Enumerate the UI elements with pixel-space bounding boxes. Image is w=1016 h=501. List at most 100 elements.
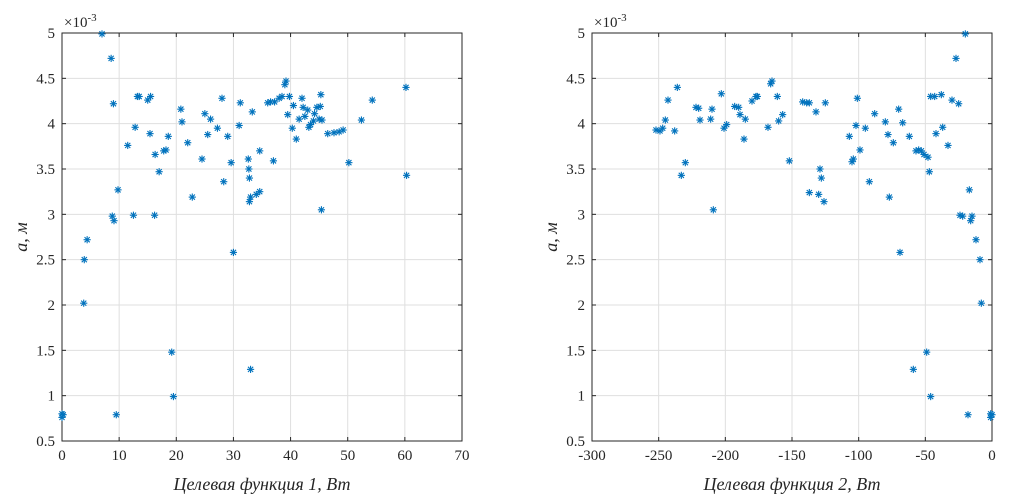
y-tick-label: 0.5 [36,434,55,450]
data-point [357,116,366,124]
data-point [188,193,196,201]
data-point [244,155,252,163]
x-tick-label: -150 [778,448,806,464]
data-point [972,236,980,244]
y-tick-label: 4.5 [36,71,55,87]
data-point [952,54,960,62]
y-tick-label: 4 [578,117,586,133]
data-point [169,392,178,401]
data-point [885,193,893,201]
data-point [330,129,338,137]
data-point [109,100,118,108]
data-point [164,132,172,140]
y-axis-label: а, м [541,222,561,252]
data-point [959,212,967,220]
data-point [235,121,243,130]
data-point [317,91,325,99]
data-point [131,123,139,131]
data-point [402,83,410,91]
data-point [246,365,255,373]
data-point [304,106,312,114]
data-point [317,206,326,214]
scatter-plot-1: 0 10 20 30 40 50 60 70 0.5 1 1.5 2 2.5 3 3.5 4 4.5 5 ×10-… [11,12,470,494]
data-point [785,157,793,165]
data-point [805,99,813,107]
data-point [895,105,903,113]
data-point [988,411,996,419]
data-point [316,102,324,111]
data-point [968,212,976,220]
data-points [652,30,996,422]
data-point [245,174,254,182]
y-tick-label: 2 [48,298,56,314]
data-point [884,130,892,139]
data-point [83,236,91,244]
data-point [318,116,326,124]
data-point [256,188,264,196]
data-point [764,123,772,131]
data-point [206,115,215,123]
data-point [227,159,235,167]
data-point [150,211,159,219]
data-point [80,299,88,307]
data-point [865,178,873,186]
data-point [114,186,122,194]
data-point [944,141,952,150]
data-point [937,91,945,99]
data-point [236,99,244,107]
data-point [740,135,748,143]
data-point [198,155,206,163]
data-point [269,157,278,165]
data-point [368,96,376,104]
x-tick-label: 70 [455,448,470,464]
data-point [184,139,192,147]
axis-ticks: -300 -250 -200 -150 -100 -50 0 0.5 1 1.5 2 2.5 3 3.5 4… [566,26,996,464]
data-point [213,124,222,132]
y-tick-label: 3 [578,207,586,223]
data-point [899,119,907,127]
x-tick-label: 40 [283,448,298,464]
data-point [815,190,823,198]
y-tick-label: 4.5 [566,71,585,87]
data-point [735,103,743,111]
data-point [856,146,864,154]
data-point [301,112,309,121]
data-point [162,146,170,154]
data-point [717,90,725,98]
data-point [881,118,889,126]
data-point [775,117,783,125]
data-point [673,83,681,91]
data-point [339,126,347,134]
data-point [820,198,828,206]
x-axis-label: Целевая функция 2, Вт [703,474,881,494]
data-point [861,124,869,132]
x-tick-label: -250 [645,448,673,464]
data-point [708,105,716,113]
data-point [853,94,861,102]
axes-frame [61,32,463,442]
data-point [278,92,286,101]
data-point [849,155,857,163]
data-point [345,159,353,167]
data-point [948,96,956,104]
y-axis-label: а, м [11,222,31,252]
data-point [709,206,717,214]
data-point [695,104,703,112]
data-point [256,147,264,155]
data-point [917,147,925,155]
data-point [270,98,279,106]
data-point [107,54,115,62]
data-point [80,256,88,264]
data-point [723,120,731,129]
y-exponent-label: ×10-3 [64,12,97,31]
data-point [298,94,306,102]
data-point [284,111,292,119]
data-point [707,115,715,123]
data-point [178,118,186,126]
data-point [324,130,332,138]
data-point [741,115,749,123]
data-point [112,411,120,419]
x-tick-label: -50 [915,448,935,464]
data-point [671,127,679,135]
data-point [248,108,256,116]
